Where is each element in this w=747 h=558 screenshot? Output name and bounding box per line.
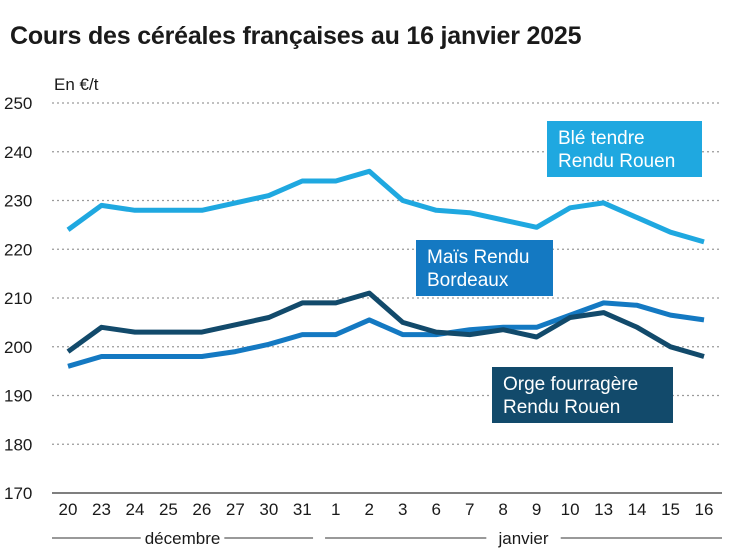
x-tick-label: 9 [532,500,541,519]
series-label-box [416,240,553,296]
series-lines [66,168,705,369]
y-tick-label: 220 [4,240,32,259]
series-line-1 [67,300,705,369]
series-label-box [547,121,702,177]
x-tick-label: 25 [159,500,178,519]
y-tick-label: 210 [4,289,32,308]
x-tick-label: 30 [259,500,278,519]
month-labels: décembre janvier [52,529,722,548]
x-tick-label: 13 [594,500,613,519]
x-tick-label: 6 [431,500,440,519]
series-label-text: Blé tendre [558,128,645,149]
x-tick-label: 10 [561,500,580,519]
y-axis-unit-label: En €/t [54,75,99,94]
y-tick-label: 200 [4,338,32,357]
x-tick-label: 14 [628,500,647,519]
x-tick-label: 31 [293,500,312,519]
series-line-0 [66,168,705,245]
y-tick-label: 170 [4,484,32,503]
month-label: janvier [497,529,548,548]
x-tick-label: 8 [498,500,507,519]
x-tick-label: 26 [192,500,211,519]
x-tick-label: 1 [331,500,340,519]
month-label: décembre [145,529,221,548]
x-tick-label: 27 [226,500,245,519]
y-tick-label: 250 [4,94,32,113]
y-tick-label: 190 [4,387,32,406]
series-label-text: Orge fourragère [503,374,638,395]
x-tick-label: 15 [661,500,680,519]
series-label-text: Bordeaux [427,270,509,291]
y-tick-label: 240 [4,143,32,162]
x-tick-label: 2 [365,500,374,519]
x-tick-label: 24 [125,500,144,519]
y-tick-label: 230 [4,192,32,211]
gridlines [52,102,722,445]
chart-title: Cours des céréales françaises au 16 janv… [10,22,582,50]
x-tick-label: 20 [59,500,78,519]
series-label-text: Rendu Rouen [503,397,620,418]
x-axis-ticks: 20 23 24 25 26 27 30 31 1 2 3 6 7 8 9 10 13 14 15 16 [59,500,714,519]
y-axis-ticks: 170 180 190 200 210 220 230 240 250 [4,94,32,503]
series-label-text: Maïs Rendu [427,247,529,268]
x-tick-label: 7 [465,500,474,519]
x-tick-label: 3 [398,500,407,519]
y-tick-label: 180 [4,435,32,454]
series-line-2 [66,290,705,359]
series-label-text: Rendu Rouen [558,151,675,172]
x-tick-label: 23 [92,500,111,519]
series-label-box [492,367,673,423]
x-tick-label: 16 [695,500,714,519]
